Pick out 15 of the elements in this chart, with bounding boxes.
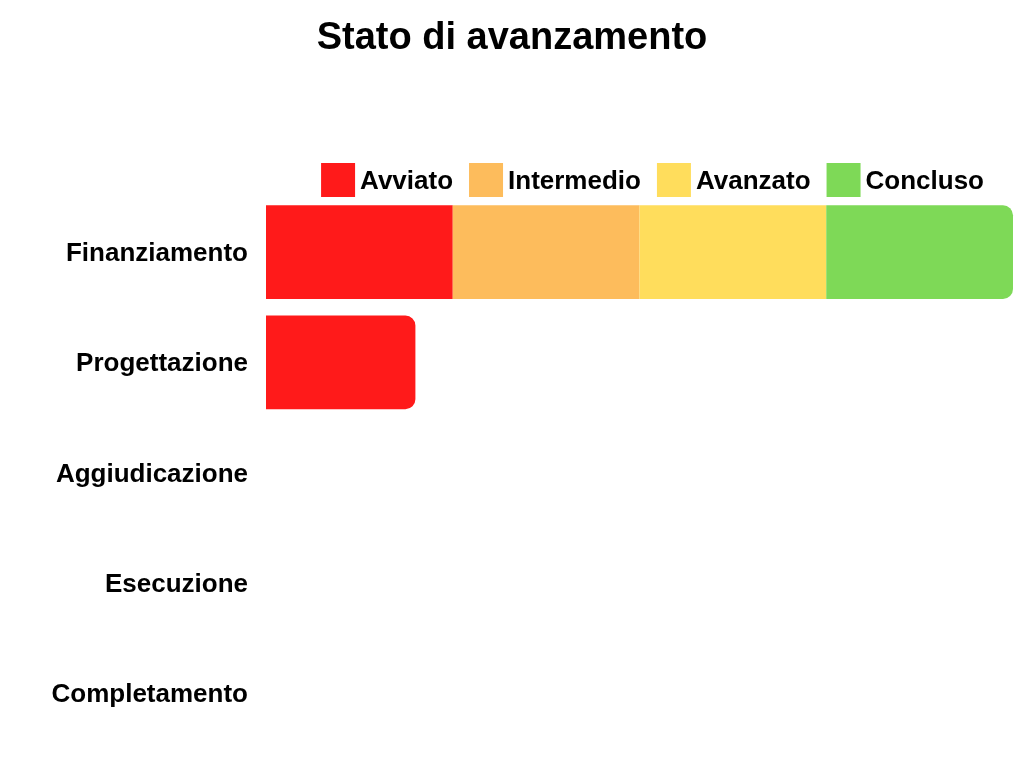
y-tick-label: Finanziamento xyxy=(65,237,248,268)
legend-label: Concluso xyxy=(865,165,985,195)
bar xyxy=(826,205,1013,299)
y-tick-label: Completamento xyxy=(51,677,248,708)
y-tick-label: Esecuzione xyxy=(104,567,248,598)
legend-label: Intermedio xyxy=(508,165,641,195)
bar xyxy=(639,205,827,299)
legend-label: Avviato xyxy=(360,165,454,195)
bar xyxy=(266,315,416,410)
y-tick-label: Aggiudicazione xyxy=(55,457,248,488)
legend-label: Avanzato xyxy=(695,165,811,195)
chart-title: Stato di avanzamento xyxy=(316,15,708,57)
bar xyxy=(266,205,453,299)
bar xyxy=(452,205,640,299)
y-tick-label: Progettazione xyxy=(76,347,248,378)
